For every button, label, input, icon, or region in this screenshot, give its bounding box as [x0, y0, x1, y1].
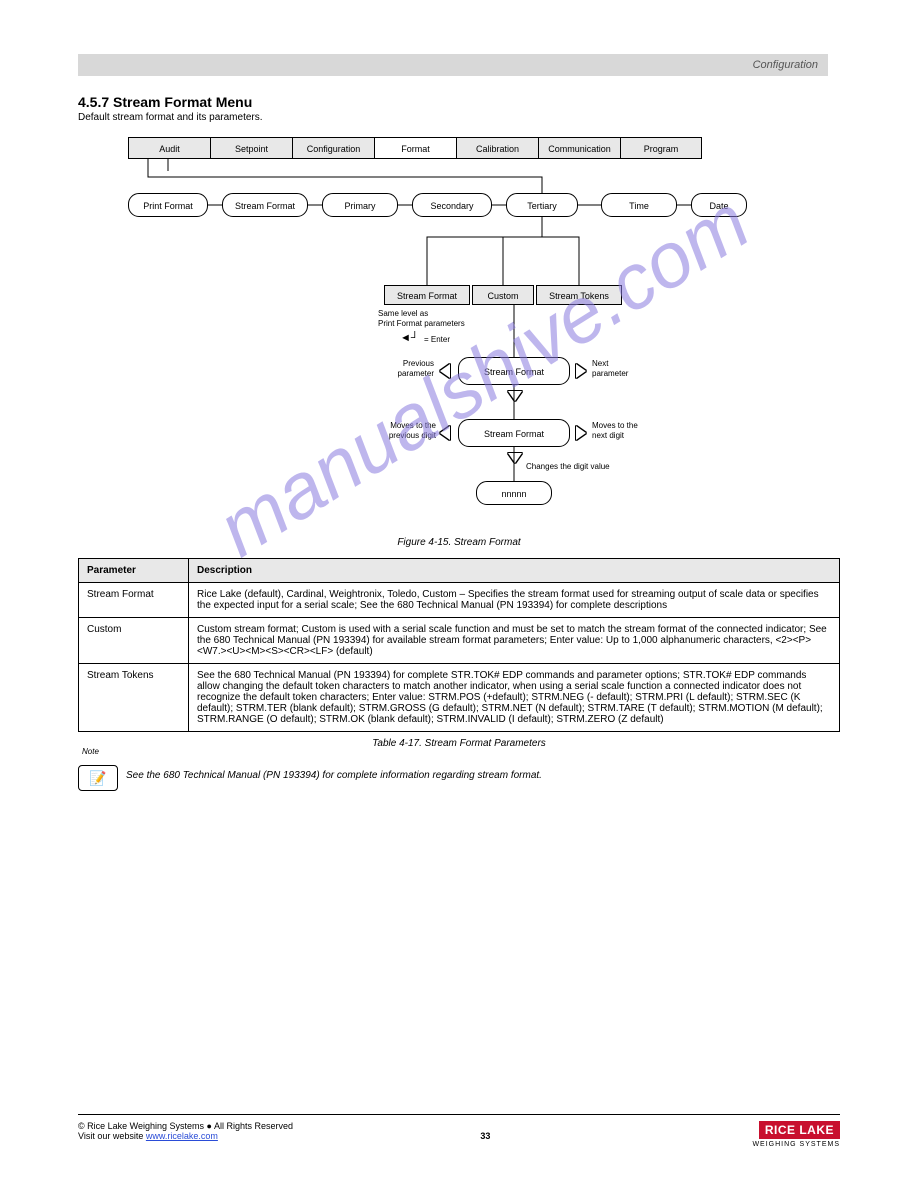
- footer-logo: RICE LAKE WEIGHING SYSTEMS: [752, 1121, 840, 1148]
- tri-right2-icon: [576, 426, 586, 440]
- th-parameter: Parameter: [79, 559, 189, 583]
- tri-right-icon: [576, 364, 586, 378]
- rect-custom: Custom: [472, 285, 534, 305]
- tab-row: Audit Setpoint Configuration Format Cali…: [128, 137, 702, 159]
- note-icon: 📝: [78, 765, 118, 791]
- tab-configuration: Configuration: [292, 137, 374, 159]
- diagram-note: Same level as Print Format parameters: [378, 309, 578, 328]
- td-param: Custom: [79, 618, 189, 664]
- pill-printformat: Print Format: [128, 193, 208, 217]
- pill-streamformat: Stream Format: [222, 193, 308, 217]
- enter-label: = Enter: [424, 335, 450, 345]
- note-badge-label: Note: [82, 747, 844, 756]
- header-bar-text: Configuration: [753, 54, 818, 76]
- tab-program: Program: [620, 137, 702, 159]
- tri-down1-icon: [508, 391, 522, 401]
- step3-pill: nnnnn: [476, 481, 552, 505]
- pill-tertiary: Tertiary: [506, 193, 578, 217]
- th-description: Description: [189, 559, 840, 583]
- table-row: Stream Format Rice Lake (default), Cardi…: [79, 583, 840, 618]
- rect-streamtokens: Stream Tokens: [536, 285, 622, 305]
- rect-streamformat: Stream Format: [384, 285, 470, 305]
- pill-time: Time: [601, 193, 677, 217]
- td-desc: Rice Lake (default), Cardinal, Weightron…: [189, 583, 840, 618]
- parameters-table: Parameter Description Stream Format Rice…: [78, 558, 840, 732]
- enter-arrow-icon: ◄┘: [400, 332, 419, 344]
- tab-communication: Communication: [538, 137, 620, 159]
- tab-format: Format: [374, 137, 456, 159]
- tri-left2-icon: [440, 426, 450, 440]
- menu-diagram: Audit Setpoint Configuration Format Cali…: [78, 137, 840, 537]
- td-desc: See the 680 Technical Manual (PN 193394)…: [189, 664, 840, 732]
- step1-right-note: Nextparameter: [592, 359, 652, 378]
- note-block: 📝 See the 680 Technical Manual (PN 19339…: [78, 765, 840, 791]
- pill-date: Date: [691, 193, 747, 217]
- tab-audit: Audit: [128, 137, 210, 159]
- section-subtitle: Default stream format and its parameters…: [78, 112, 840, 123]
- brand-mark: RICE LAKE: [759, 1121, 840, 1139]
- footer-link[interactable]: www.ricelake.com: [146, 1131, 218, 1141]
- tri-down2-icon: [508, 453, 522, 463]
- pill-secondary: Secondary: [412, 193, 492, 217]
- step1-pill: Stream Format: [458, 357, 570, 385]
- section-title: 4.5.7 Stream Format Menu: [78, 94, 840, 110]
- footer: © Rice Lake Weighing Systems ● All Right…: [78, 1114, 840, 1148]
- footer-page: 33: [480, 1131, 490, 1141]
- footer-left: © Rice Lake Weighing Systems ● All Right…: [78, 1121, 490, 1141]
- header-bar: Configuration: [78, 54, 828, 76]
- tab-setpoint: Setpoint: [210, 137, 292, 159]
- note-text: See the 680 Technical Manual (PN 193394)…: [126, 770, 542, 781]
- figure-caption: Figure 4-15. Stream Format: [78, 537, 840, 548]
- step2-pill: Stream Format: [458, 419, 570, 447]
- table-row: Custom Custom stream format; Custom is u…: [79, 618, 840, 664]
- step3-down-note: Changes the digit value: [526, 462, 646, 472]
- footer-copyright: © Rice Lake Weighing Systems ● All Right…: [78, 1121, 293, 1131]
- table-row: Stream Tokens See the 680 Technical Manu…: [79, 664, 840, 732]
- td-desc: Custom stream format; Custom is used wit…: [189, 618, 840, 664]
- td-param: Stream Format: [79, 583, 189, 618]
- brand-sub: WEIGHING SYSTEMS: [752, 1141, 840, 1148]
- step1-left-note: Previousparameter: [380, 359, 434, 378]
- pill-primary: Primary: [322, 193, 398, 217]
- step2-left-note: Moves to theprevious digit: [366, 421, 436, 440]
- td-param: Stream Tokens: [79, 664, 189, 732]
- tri-left-icon: [440, 364, 450, 378]
- tab-calibration: Calibration: [456, 137, 538, 159]
- step2-right-note: Moves to thenext digit: [592, 421, 662, 440]
